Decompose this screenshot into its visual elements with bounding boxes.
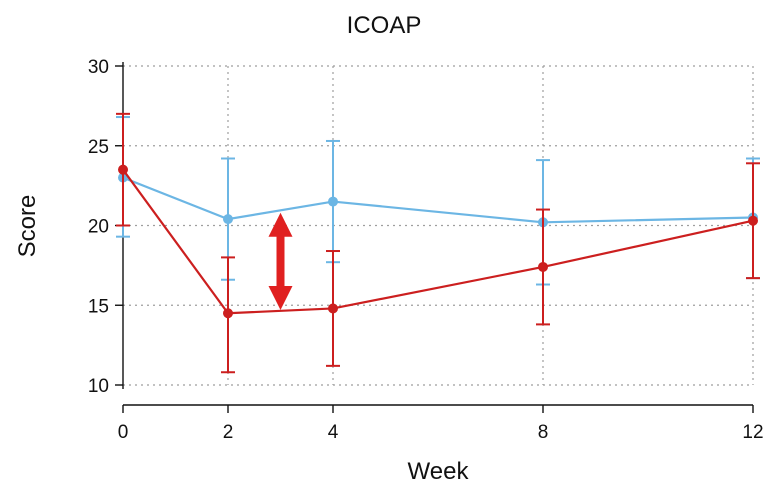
series-2: [116, 112, 760, 374]
series-group: [116, 112, 760, 374]
y-axis-label: Score: [14, 195, 41, 258]
data-point: [328, 196, 338, 207]
series-line: [122, 176, 754, 224]
data-point: [748, 215, 758, 226]
tick-labels: 10 15 20 25 30 0 2 4 8 12: [88, 57, 764, 443]
y-tick-label: 15: [88, 296, 109, 317]
series-line: [122, 169, 754, 315]
y-tick-label: 20: [88, 217, 109, 238]
arrow-shaft: [276, 235, 285, 288]
data-point: [118, 164, 128, 175]
x-tick-label: 2: [223, 422, 234, 443]
y-tick-label: 25: [88, 137, 109, 158]
annotation: [268, 212, 293, 311]
x-tick-label: 12: [742, 422, 763, 443]
y-tick-label: 10: [88, 376, 109, 397]
x-axis-label: Week: [408, 458, 470, 485]
series-1: [116, 116, 760, 286]
arrow-head-down: [268, 286, 293, 311]
grid: [123, 65, 754, 386]
arrow-head-up: [268, 212, 293, 237]
data-point: [223, 214, 233, 225]
x-tick-label: 0: [118, 422, 129, 443]
data-point: [328, 303, 338, 314]
x-tick-label: 8: [538, 422, 549, 443]
chart-title: ICOAP: [347, 12, 422, 39]
axes: [115, 62, 754, 413]
y-tick-label: 30: [88, 57, 109, 78]
data-point: [223, 308, 233, 319]
x-tick-label: 4: [328, 422, 339, 443]
data-point: [538, 261, 548, 272]
